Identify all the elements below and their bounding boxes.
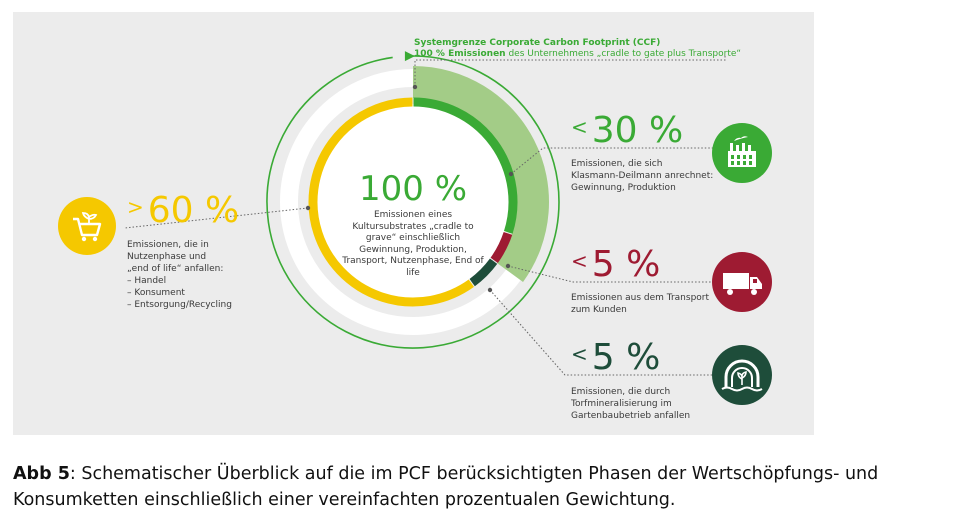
donut-segment-3 — [469, 258, 498, 287]
right-value-3: <5 % — [571, 335, 660, 377]
inner-white-disc — [315, 104, 511, 300]
right-value-2: <5 % — [571, 242, 660, 284]
boundary-subtitle-bold: 100 % Emissionen — [414, 49, 506, 59]
leader-60 — [124, 207, 309, 229]
leader-transport — [507, 265, 713, 283]
figure-caption: Abb 5: Schematischer Überblick auf die i… — [13, 461, 963, 513]
donut-segment-2 — [490, 231, 513, 263]
right-description-1: Emissionen, die sich Klasmann-Deilmann a… — [571, 159, 714, 193]
boundary-subtitle-rest: des Unternehmens „cradle to gate plus Tr… — [505, 49, 742, 59]
donut-segment-0 — [308, 97, 474, 307]
right-sign-2: < — [571, 249, 588, 273]
ccf-boundary-wedge — [413, 66, 549, 282]
leader-boundary — [414, 56, 726, 87]
right-description-3: Emissionen, die durch Torfmineralisierun… — [571, 387, 691, 421]
right-sign-3: < — [571, 342, 588, 366]
caption-label: Abb 5 — [13, 464, 70, 484]
leader-lines — [124, 56, 726, 376]
left-value: >60 % — [127, 188, 239, 230]
outer-cycle-arrow — [266, 55, 560, 349]
left-line: Nutzenphase und — [127, 252, 207, 262]
leader-30 — [510, 147, 713, 175]
leader-dots — [305, 84, 514, 293]
left-percentage: 60 % — [147, 190, 240, 231]
ring-diagram — [124, 51, 726, 376]
shopping-cart-plant-icon — [58, 197, 116, 259]
arrow-head-icon — [404, 51, 415, 62]
left-line: – Entsorgung/Recycling — [127, 300, 232, 310]
plant-tunnel-icon — [712, 345, 772, 409]
leader-mineral — [489, 289, 713, 376]
caption-text: : Schematischer Überblick auf die im PCF… — [13, 464, 879, 510]
boundary-title: Systemgrenze Corporate Carbon Footprint … — [414, 38, 661, 48]
infographic-panel: Systemgrenze Corporate Carbon Footprint … — [13, 12, 814, 435]
right-percentage-1: 30 % — [591, 110, 684, 151]
factory-icon — [712, 123, 772, 187]
truck-icon — [712, 252, 772, 316]
donut-segment-1 — [413, 97, 518, 234]
right-value-1: <30 % — [571, 108, 683, 150]
donut-segments — [308, 97, 518, 307]
left-line: „end of life“ anfallen: — [127, 264, 224, 274]
center-description: Emissionen eines Kultursubstrates „cradl… — [342, 210, 484, 278]
left-line: – Konsument — [127, 288, 185, 298]
left-line: Emissionen, die in — [127, 240, 209, 250]
boundary-subtitle: 100 % Emissionen des Unternehmens „cradl… — [414, 48, 741, 60]
left-sign: > — [127, 195, 144, 219]
left-description: Emissionen, die in Nutzenphase und „end … — [127, 239, 232, 311]
center-value: 100 % — [358, 169, 467, 209]
right-percentage-2: 5 % — [591, 244, 661, 285]
right-percentage-3: 5 % — [591, 337, 661, 378]
right-description-2: Emissionen aus dem Transport zum Kunden — [571, 293, 710, 315]
left-line: – Handel — [127, 276, 167, 286]
right-sign-1: < — [571, 115, 588, 139]
